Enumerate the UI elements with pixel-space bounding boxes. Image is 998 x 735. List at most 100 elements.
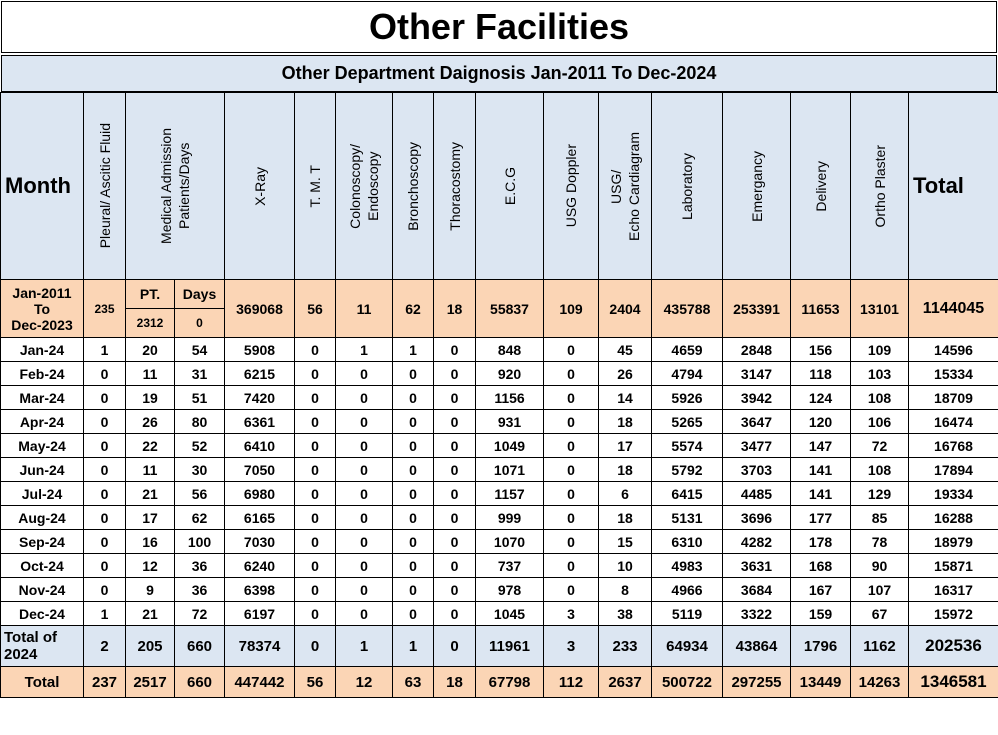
cell-total: 16474 — [908, 409, 998, 434]
cell-pleural: 0 — [83, 577, 126, 602]
cell-xray: 6215 — [224, 361, 295, 386]
cell-total: 19334 — [908, 481, 998, 506]
cell-ecg: 1157 — [475, 481, 544, 506]
cell-bronchoscopy: 0 — [392, 361, 434, 386]
cell-usg-echo: 10 — [598, 553, 652, 578]
cell-laboratory: 5265 — [651, 409, 723, 434]
cell-bronchoscopy: 0 — [392, 577, 434, 602]
cell-xray: 6240 — [224, 553, 295, 578]
cell-pleural: 0 — [83, 505, 126, 530]
cell-ecg: 999 — [475, 505, 544, 530]
cell-ortho-plaster: 129 — [850, 481, 909, 506]
cell-usg-echo: 18 — [598, 505, 652, 530]
cell-delivery: 124 — [790, 385, 851, 410]
table-row: Jan-24 1 20 54 5908 0 1 1 0 848 0 45 4659 2848 156 109 1… — [0, 337, 998, 362]
header-usg-echo: USG/Echo Cardiagram — [598, 92, 652, 280]
cell-ortho-plaster: 72 — [850, 433, 909, 458]
cell-emergency: 3684 — [722, 577, 791, 602]
cell-usg-echo: 18 — [598, 409, 652, 434]
cell-usg-echo: 45 — [598, 337, 652, 362]
cell-laboratory: 4983 — [651, 553, 723, 578]
grand_total-ortho-plaster: 14263 — [850, 666, 909, 698]
cell-medical-pt: 21 — [125, 481, 175, 506]
previous-period-label: Jan-2011 To Dec-2023 — [0, 279, 84, 338]
cell-delivery: 167 — [790, 577, 851, 602]
table-row: Mar-24 0 19 51 7420 0 0 0 0 1156 0 14 5926 3942 124 108… — [0, 385, 998, 410]
cell-total: 16317 — [908, 577, 998, 602]
cell-delivery: 159 — [790, 601, 851, 626]
cell-usg-doppler: 0 — [543, 385, 599, 410]
cell-pleural: 0 — [83, 457, 126, 482]
cell-colonoscopy: 0 — [335, 361, 393, 386]
header-usg-doppler: USG Doppler — [543, 92, 599, 280]
cell-usg-echo: 38 — [598, 601, 652, 626]
cell-total: 16768 — [908, 433, 998, 458]
cell-xray: 6361 — [224, 409, 295, 434]
total_2024-ecg: 11961 — [475, 625, 544, 667]
grand_total-delivery: 13449 — [790, 666, 851, 698]
cell-usg-doppler: 0 — [543, 529, 599, 554]
cell-ecg: 1045 — [475, 601, 544, 626]
cell-ecg: 1071 — [475, 457, 544, 482]
cell-delivery: 120 — [790, 409, 851, 434]
cell-medical-days: 36 — [174, 577, 225, 602]
cell-xray: 6197 — [224, 601, 295, 626]
cell-tmt: 0 — [294, 337, 336, 362]
table-row: Nov-24 0 9 36 6398 0 0 0 0 978 0 8 4966 3684 167 107 163… — [0, 577, 998, 602]
cell-usg-doppler: 0 — [543, 409, 599, 434]
cell-ortho-plaster: 90 — [850, 553, 909, 578]
cell-thoracostomy: 0 — [433, 361, 476, 386]
total_2024-bronchoscopy: 1 — [392, 625, 434, 667]
previous-ortho-plaster: 13101 — [850, 279, 909, 338]
cell-xray: 6980 — [224, 481, 295, 506]
cell-emergency: 3942 — [722, 385, 791, 410]
cell-colonoscopy: 0 — [335, 505, 393, 530]
cell-delivery: 168 — [790, 553, 851, 578]
cell-usg-echo: 14 — [598, 385, 652, 410]
cell-ecg: 1156 — [475, 385, 544, 410]
cell-laboratory: 5926 — [651, 385, 723, 410]
cell-xray: 6165 — [224, 505, 295, 530]
table-row: Sep-24 0 16 100 7030 0 0 0 0 1070 0 15 6310 4282 178 78… — [0, 529, 998, 554]
month-cell: Mar-24 — [0, 385, 84, 410]
total_2024-usg-doppler: 3 — [543, 625, 599, 667]
header-row: Month Pleural/ Ascitic Fluid Medical Adm… — [0, 92, 998, 280]
grand_total-usg-echo: 2637 — [598, 666, 652, 698]
total_2024-pleural: 2 — [83, 625, 126, 667]
cell-ortho-plaster: 109 — [850, 337, 909, 362]
grand_total-xray: 447442 — [224, 666, 295, 698]
cell-pleural: 0 — [83, 433, 126, 458]
grand_total-tmt: 56 — [294, 666, 336, 698]
previous-ecg: 55837 — [475, 279, 544, 338]
cell-medical-days: 30 — [174, 457, 225, 482]
cell-laboratory: 5119 — [651, 601, 723, 626]
cell-tmt: 0 — [294, 481, 336, 506]
cell-ecg: 1049 — [475, 433, 544, 458]
cell-usg-doppler: 0 — [543, 577, 599, 602]
table-row: May-24 0 22 52 6410 0 0 0 0 1049 0 17 5574 3477 147 72 1… — [0, 433, 998, 458]
table-row: Dec-24 1 21 72 6197 0 0 0 0 1045 3 38 5119 3322 159 67 1… — [0, 601, 998, 626]
grand_total-emergency: 297255 — [722, 666, 791, 698]
grand_total-colonoscopy: 12 — [335, 666, 393, 698]
cell-medical-days: 36 — [174, 553, 225, 578]
previous-days-label: Days — [174, 279, 225, 309]
total-2024-row: Total of 2024 2 205 660 78374 0 1 1 0 11961 3 233 64… — [0, 625, 998, 667]
cell-laboratory: 5131 — [651, 505, 723, 530]
cell-ecg: 978 — [475, 577, 544, 602]
cell-usg-echo: 26 — [598, 361, 652, 386]
previous-tmt: 56 — [294, 279, 336, 338]
cell-emergency: 4282 — [722, 529, 791, 554]
table-row: Apr-24 0 26 80 6361 0 0 0 0 931 0 18 5265 3647 120 106 1… — [0, 409, 998, 434]
cell-delivery: 178 — [790, 529, 851, 554]
cell-laboratory: 5574 — [651, 433, 723, 458]
previous-usg-echo: 2404 — [598, 279, 652, 338]
previous-emergency: 253391 — [722, 279, 791, 338]
cell-ecg: 737 — [475, 553, 544, 578]
cell-bronchoscopy: 0 — [392, 553, 434, 578]
cell-delivery: 141 — [790, 481, 851, 506]
cell-medical-pt: 11 — [125, 457, 175, 482]
cell-thoracostomy: 0 — [433, 505, 476, 530]
cell-medical-days: 80 — [174, 409, 225, 434]
cell-colonoscopy: 0 — [335, 433, 393, 458]
cell-thoracostomy: 0 — [433, 553, 476, 578]
